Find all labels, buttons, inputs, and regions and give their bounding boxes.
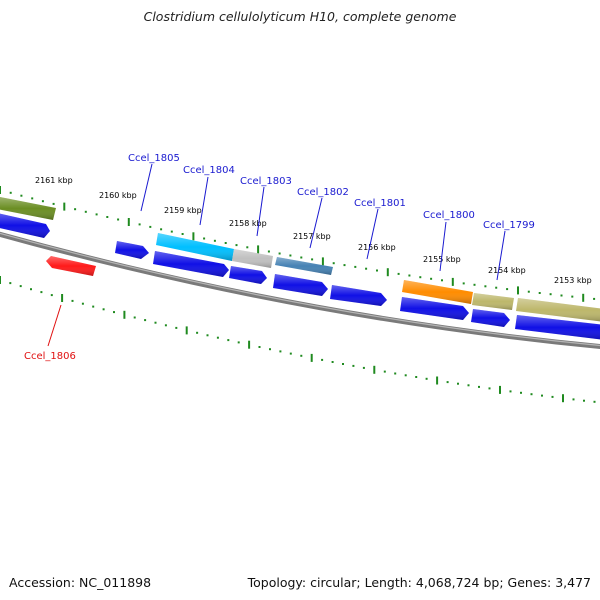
gene-labels: Ccel_1805 Ccel_1804 Ccel_1803 Ccel_1802 … [24,153,535,362]
kbp-label: 2157 kbp [293,232,331,241]
callout-ccel-1802 [309,197,323,249]
kbp-label: 2159 kbp [164,206,202,215]
outer-tick-ring [0,186,596,302]
label-ccel-1803[interactable]: Ccel_1803 [240,176,292,187]
label-ccel-1806[interactable]: Ccel_1806 [24,351,76,362]
kbp-label: 2160 kbp [99,191,137,200]
callout-ccel-1803 [256,186,265,237]
cds-features [0,213,600,340]
label-ccel-1799[interactable]: Ccel_1799 [483,220,535,231]
kbp-label: 2153 kbp [554,276,592,285]
label-ccel-1800[interactable]: Ccel_1800 [423,210,475,221]
kbp-label: 2158 kbp [229,219,267,228]
callout-ccel-1804 [199,176,209,226]
callout-ccel-1806 [47,304,62,347]
genome-backbone [0,231,600,350]
genome-summary-text: Topology: circular; Length: 4,068,724 bp… [247,575,591,590]
callout-ccel-1805 [140,163,153,212]
kbp-label: 2154 kbp [488,266,526,275]
map-title: Clostridium cellulolyticum H10, complete… [143,9,457,24]
label-ccel-1802[interactable]: Ccel_1802 [297,187,349,198]
label-ccel-1805[interactable]: Ccel_1805 [128,153,180,164]
callout-ccel-1799 [496,230,506,281]
callout-ccel-1800 [439,221,447,272]
label-ccel-1804[interactable]: Ccel_1804 [183,165,235,176]
callout-ccel-1801 [366,208,379,260]
label-ccel-1801[interactable]: Ccel_1801 [354,198,406,209]
accession-text: Accession: NC_011898 [9,575,152,590]
kbp-label: 2161 kbp [35,176,73,185]
kbp-label: 2156 kbp [358,243,396,252]
annotation-features [0,197,600,322]
inner-tick-ring [0,276,596,403]
callout-lines [47,163,506,347]
genome-backbone-highlight [0,232,600,347]
